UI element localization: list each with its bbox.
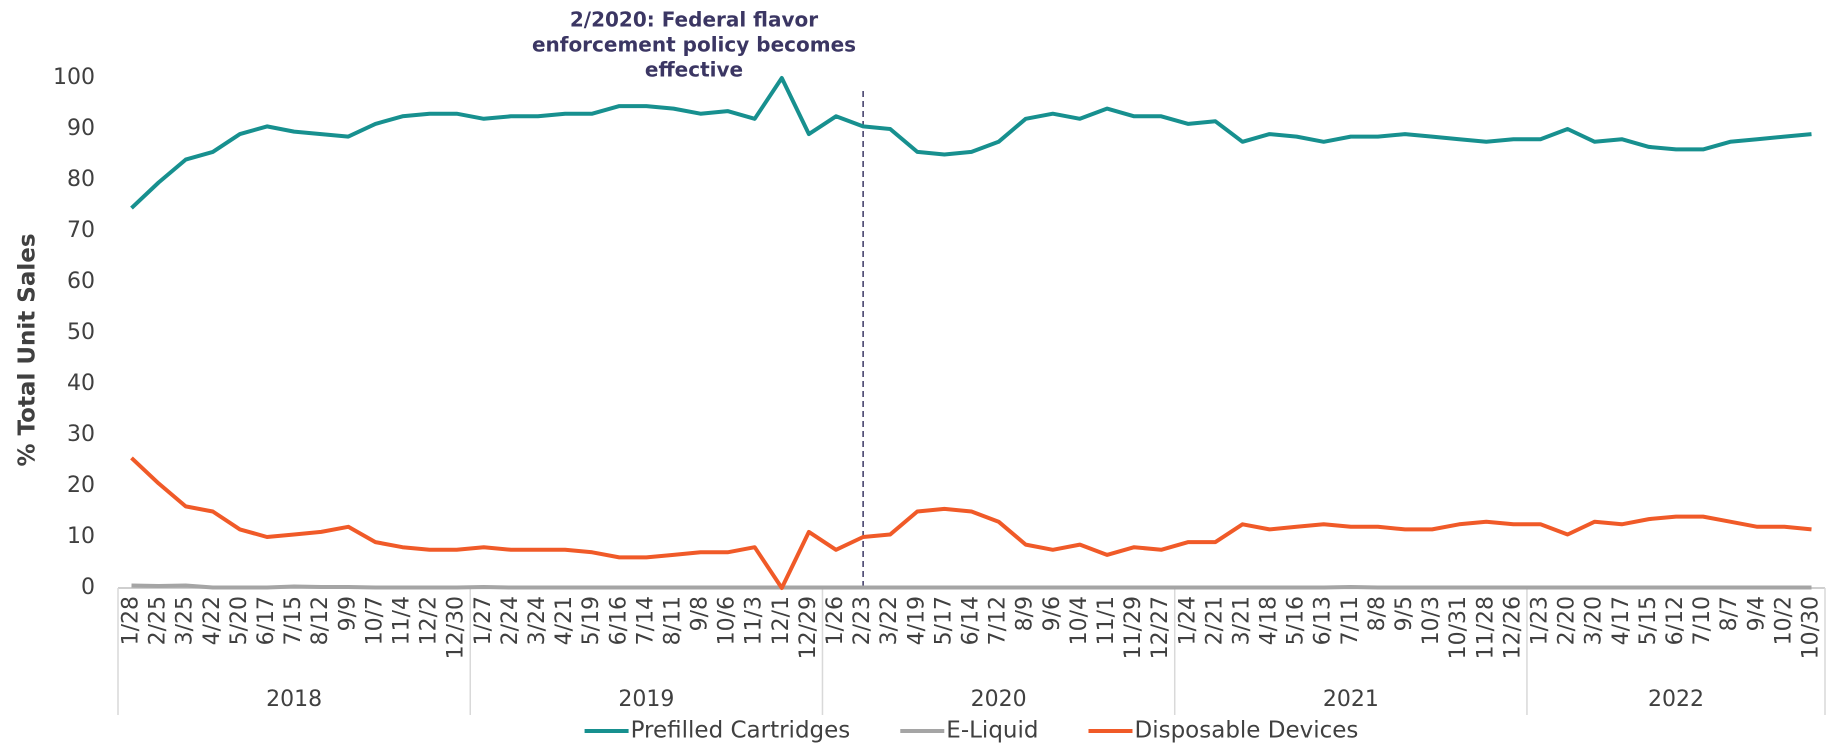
x-tick-label: 11/4 — [390, 596, 415, 645]
x-tick-label: 8/12 — [308, 596, 333, 645]
x-tick-label: 9/4 — [1744, 596, 1769, 631]
x-tick-label: 4/18 — [1257, 596, 1282, 645]
x-tick-label: 8/11 — [660, 596, 685, 645]
year-label: 2019 — [618, 687, 674, 712]
x-tick-label: 1/28 — [119, 596, 144, 645]
x-tick-label: 10/4 — [1067, 596, 1092, 645]
x-tick-label: 8/8 — [1365, 596, 1390, 631]
y-tick-label: 0 — [81, 575, 95, 600]
x-tick-label: 12/27 — [1148, 596, 1173, 659]
x-tick-label: 3/22 — [877, 596, 902, 645]
x-tick-label: 10/31 — [1446, 596, 1471, 659]
x-tick-label: 5/16 — [1284, 596, 1309, 645]
year-label: 2020 — [971, 687, 1027, 712]
year-label: 2018 — [266, 687, 322, 712]
x-tick-label: 9/6 — [1040, 596, 1065, 631]
series-line — [130, 456, 1812, 590]
x-tick-label: 1/27 — [471, 596, 496, 645]
x-tick-label: 6/13 — [1311, 596, 1336, 645]
x-tick-label: 5/20 — [227, 596, 252, 645]
x-tick-label: 5/19 — [579, 596, 604, 645]
legend: Prefilled Cartridges E-Liquid Disposable D… — [584, 718, 1358, 743]
y-tick-label: 50 — [67, 320, 95, 345]
y-tick-label: 10 — [67, 524, 95, 549]
x-tick-label: 1/23 — [1528, 596, 1553, 645]
annotation-text: enforcement policy becomes — [532, 33, 856, 57]
x-tick-label: 12/1 — [769, 596, 794, 645]
y-tick-label: 70 — [67, 218, 95, 243]
series-line — [131, 583, 1812, 590]
x-tick-label: 7/12 — [986, 596, 1011, 645]
x-tick-label: 10/2 — [1771, 596, 1796, 645]
x-tick-label: 4/21 — [552, 596, 577, 645]
y-tick-label: 20 — [67, 473, 95, 498]
x-tick-label: 4/22 — [200, 596, 225, 645]
x-tick-label: 11/29 — [1121, 596, 1146, 659]
x-tick-label: 9/9 — [335, 596, 360, 631]
x-tick-label: 10/7 — [362, 596, 387, 645]
x-tick-label: 7/14 — [633, 596, 658, 645]
annotation-text: 2/2020: Federal flavor — [570, 8, 818, 32]
x-tick-label: 12/29 — [796, 596, 821, 659]
x-tick-label: 4/19 — [904, 596, 929, 645]
x-tick-label: 1/26 — [823, 596, 848, 645]
x-tick-label: 3/21 — [1229, 596, 1254, 645]
x-tick-label: 5/15 — [1636, 596, 1661, 645]
x-tick-label: 12/26 — [1500, 596, 1525, 659]
x-tick-label: 3/20 — [1582, 596, 1607, 645]
annotation-text: effective — [645, 58, 743, 82]
x-tick-label: 6/17 — [254, 596, 279, 645]
year-label: 2022 — [1648, 687, 1704, 712]
y-tick-label: 40 — [67, 371, 95, 396]
x-tick-label: 11/3 — [742, 596, 767, 645]
y-tick-label: 60 — [67, 269, 95, 294]
x-tick-label: 3/24 — [525, 596, 550, 645]
x-tick-label: 7/11 — [1338, 596, 1363, 645]
y-axis-title: % Total Unit Sales — [15, 233, 41, 466]
x-tick-label: 8/7 — [1717, 596, 1742, 631]
legend-label: Disposable Devices — [1134, 718, 1358, 743]
legend-label: E-Liquid — [946, 718, 1038, 743]
x-tick-label: 2/24 — [498, 596, 523, 645]
x-tick-label: 2/20 — [1555, 596, 1580, 645]
x-tick-label: 8/9 — [1013, 596, 1038, 631]
x-tick-label: 6/14 — [959, 596, 984, 645]
x-tick-label: 6/16 — [606, 596, 631, 645]
x-tick-label: 11/1 — [1094, 596, 1119, 645]
y-tick-label: 100 — [53, 65, 95, 90]
x-tick-label: 4/17 — [1609, 596, 1634, 645]
x-tick-label: 2/23 — [850, 596, 875, 645]
x-tick-label: 10/30 — [1798, 596, 1823, 659]
x-tick-label: 6/12 — [1663, 596, 1688, 645]
x-tick-label: 9/5 — [1392, 596, 1417, 631]
x-tick-label: 2/25 — [146, 596, 171, 645]
x-tick-label: 7/10 — [1690, 596, 1715, 645]
y-tick-label: 80 — [67, 167, 95, 192]
x-tick-label: 3/25 — [173, 596, 198, 645]
x-tick-label: 1/24 — [1175, 596, 1200, 645]
x-tick-label: 5/17 — [931, 596, 956, 645]
x-tick-label: 12/2 — [417, 596, 442, 645]
x-tick-label: 2/21 — [1202, 596, 1227, 645]
series-line — [130, 76, 1812, 210]
y-tick-label: 90 — [67, 116, 95, 141]
year-label: 2021 — [1323, 687, 1379, 712]
x-tick-label: 9/8 — [688, 596, 713, 631]
x-tick-label: 11/28 — [1473, 596, 1498, 659]
legend-label: Prefilled Cartridges — [631, 718, 851, 743]
x-tick-label: 10/3 — [1419, 596, 1444, 645]
x-tick-label: 12/30 — [444, 596, 469, 659]
y-tick-label: 30 — [67, 422, 95, 447]
x-tick-label: 10/6 — [715, 596, 740, 645]
x-tick-label: 7/15 — [281, 596, 306, 645]
